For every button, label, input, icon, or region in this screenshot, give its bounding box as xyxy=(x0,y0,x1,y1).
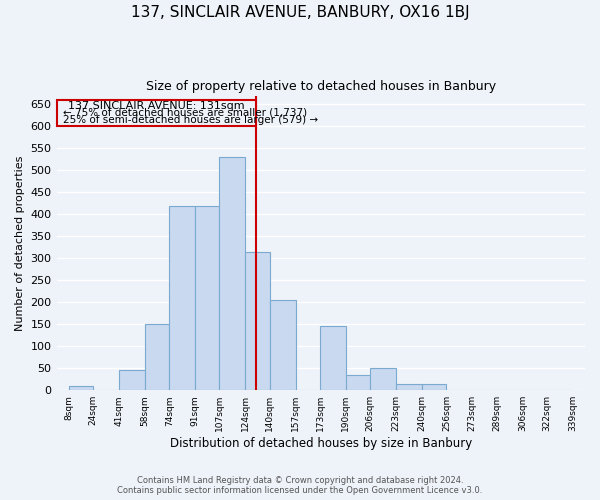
Bar xyxy=(220,157,245,390)
Text: ← 75% of detached houses are smaller (1,737): ← 75% of detached houses are smaller (1,… xyxy=(62,108,307,118)
Title: Size of property relative to detached houses in Banbury: Size of property relative to detached ho… xyxy=(146,80,496,93)
Bar xyxy=(119,370,145,390)
Bar xyxy=(195,206,220,390)
Y-axis label: Number of detached properties: Number of detached properties xyxy=(15,155,25,330)
Bar xyxy=(169,206,195,390)
Bar xyxy=(370,368,396,390)
Bar xyxy=(320,326,346,390)
Bar xyxy=(245,252,270,390)
Text: Contains HM Land Registry data © Crown copyright and database right 2024.
Contai: Contains HM Land Registry data © Crown c… xyxy=(118,476,482,495)
Text: 137, SINCLAIR AVENUE, BANBURY, OX16 1BJ: 137, SINCLAIR AVENUE, BANBURY, OX16 1BJ xyxy=(131,5,469,20)
X-axis label: Distribution of detached houses by size in Banbury: Distribution of detached houses by size … xyxy=(170,437,472,450)
Bar xyxy=(346,375,370,390)
Bar xyxy=(56,100,256,126)
Bar xyxy=(422,384,446,390)
Text: 137 SINCLAIR AVENUE: 131sqm: 137 SINCLAIR AVENUE: 131sqm xyxy=(68,101,245,111)
Bar xyxy=(145,324,169,390)
Text: 25% of semi-detached houses are larger (579) →: 25% of semi-detached houses are larger (… xyxy=(62,115,318,125)
Bar xyxy=(396,384,422,390)
Bar xyxy=(69,386,93,390)
Bar xyxy=(270,300,296,390)
